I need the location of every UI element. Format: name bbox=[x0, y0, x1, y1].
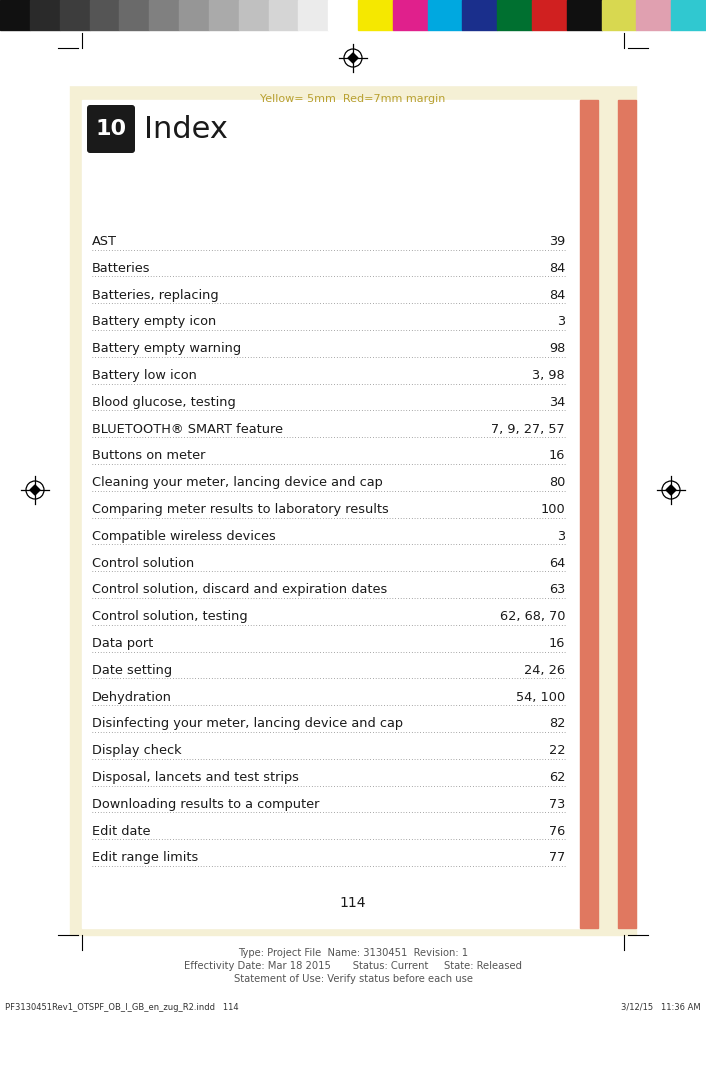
Bar bbox=[70, 84, 636, 935]
Bar bbox=[268, 0, 299, 30]
Bar bbox=[532, 0, 567, 30]
Bar bbox=[358, 0, 393, 30]
Text: 100: 100 bbox=[540, 503, 565, 516]
Text: Effectivity Date: Mar 18 2015       Status: Current     State: Released: Effectivity Date: Mar 18 2015 Status: Cu… bbox=[184, 961, 522, 971]
Text: 77: 77 bbox=[549, 851, 565, 864]
Text: 54, 100: 54, 100 bbox=[516, 690, 565, 704]
Text: 62: 62 bbox=[549, 771, 565, 784]
Text: Downloading results to a computer: Downloading results to a computer bbox=[92, 798, 319, 811]
Bar bbox=[602, 0, 636, 30]
Bar bbox=[671, 0, 706, 30]
Text: AST: AST bbox=[92, 235, 117, 248]
Text: 62, 68, 70: 62, 68, 70 bbox=[500, 611, 565, 623]
Text: 84: 84 bbox=[549, 262, 565, 275]
Text: Index: Index bbox=[144, 115, 228, 143]
Text: Edit date: Edit date bbox=[92, 825, 150, 837]
Bar bbox=[428, 0, 462, 30]
Bar bbox=[636, 0, 671, 30]
Bar bbox=[119, 0, 149, 30]
Text: BLUETOOTH® SMART feature: BLUETOOTH® SMART feature bbox=[92, 422, 283, 435]
Bar bbox=[462, 0, 497, 30]
Bar bbox=[0, 30, 706, 85]
Bar bbox=[299, 0, 328, 30]
Text: 63: 63 bbox=[549, 584, 565, 597]
Bar bbox=[82, 100, 580, 928]
Bar bbox=[328, 0, 358, 30]
Text: Batteries: Batteries bbox=[92, 262, 150, 275]
Text: 16: 16 bbox=[549, 449, 565, 462]
Text: Battery low icon: Battery low icon bbox=[92, 369, 197, 382]
Text: 3, 98: 3, 98 bbox=[532, 369, 565, 382]
Text: 39: 39 bbox=[549, 235, 565, 248]
Bar bbox=[567, 0, 602, 30]
Bar bbox=[618, 100, 636, 928]
Bar bbox=[30, 0, 60, 30]
Text: 34: 34 bbox=[549, 396, 565, 408]
Text: 3: 3 bbox=[557, 315, 565, 328]
Text: 80: 80 bbox=[549, 476, 565, 489]
Text: 114: 114 bbox=[340, 895, 366, 911]
Text: Battery empty icon: Battery empty icon bbox=[92, 315, 216, 328]
Text: Blood glucose, testing: Blood glucose, testing bbox=[92, 396, 236, 408]
Text: 24, 26: 24, 26 bbox=[524, 663, 565, 677]
Text: PF3130451Rev1_OTSPF_OB_I_GB_en_zug_R2.indd   114: PF3130451Rev1_OTSPF_OB_I_GB_en_zug_R2.in… bbox=[5, 1003, 239, 1012]
Bar bbox=[90, 0, 119, 30]
Bar bbox=[0, 0, 30, 30]
Text: Data port: Data port bbox=[92, 637, 153, 650]
Text: Battery empty warning: Battery empty warning bbox=[92, 342, 241, 355]
Text: Disinfecting your meter, lancing device and cap: Disinfecting your meter, lancing device … bbox=[92, 717, 403, 730]
Text: 73: 73 bbox=[549, 798, 565, 811]
Text: 76: 76 bbox=[549, 825, 565, 837]
Text: Edit range limits: Edit range limits bbox=[92, 851, 198, 864]
Text: Type: Project File  Name: 3130451  Revision: 1: Type: Project File Name: 3130451 Revisio… bbox=[238, 948, 468, 958]
Text: 3: 3 bbox=[557, 530, 565, 543]
Text: Yellow= 5mm  Red=7mm margin: Yellow= 5mm Red=7mm margin bbox=[261, 94, 445, 104]
Bar bbox=[60, 0, 90, 30]
Text: 84: 84 bbox=[549, 288, 565, 302]
Text: 98: 98 bbox=[549, 342, 565, 355]
Polygon shape bbox=[348, 53, 358, 63]
Text: Display check: Display check bbox=[92, 744, 181, 757]
Text: Control solution, testing: Control solution, testing bbox=[92, 611, 248, 623]
Text: Cleaning your meter, lancing device and cap: Cleaning your meter, lancing device and … bbox=[92, 476, 383, 489]
Text: 64: 64 bbox=[549, 557, 565, 570]
Bar bbox=[209, 0, 239, 30]
Text: Dehydration: Dehydration bbox=[92, 690, 172, 704]
Text: Buttons on meter: Buttons on meter bbox=[92, 449, 205, 462]
Text: 16: 16 bbox=[549, 637, 565, 650]
Text: Control solution, discard and expiration dates: Control solution, discard and expiration… bbox=[92, 584, 388, 597]
Text: 82: 82 bbox=[549, 717, 565, 730]
Bar bbox=[580, 100, 598, 928]
Bar bbox=[179, 0, 209, 30]
Text: Control solution: Control solution bbox=[92, 557, 194, 570]
Polygon shape bbox=[30, 485, 40, 494]
Text: Disposal, lancets and test strips: Disposal, lancets and test strips bbox=[92, 771, 299, 784]
Bar bbox=[239, 0, 268, 30]
Bar bbox=[149, 0, 179, 30]
Bar bbox=[497, 0, 532, 30]
Text: 3/12/15   11:36 AM: 3/12/15 11:36 AM bbox=[621, 1003, 701, 1012]
Polygon shape bbox=[666, 485, 676, 494]
Text: 10: 10 bbox=[95, 119, 126, 139]
Text: 7, 9, 27, 57: 7, 9, 27, 57 bbox=[491, 422, 565, 435]
Text: Statement of Use: Verify status before each use: Statement of Use: Verify status before e… bbox=[234, 974, 472, 984]
Bar bbox=[393, 0, 428, 30]
Text: Batteries, replacing: Batteries, replacing bbox=[92, 288, 219, 302]
Text: Comparing meter results to laboratory results: Comparing meter results to laboratory re… bbox=[92, 503, 389, 516]
Text: Date setting: Date setting bbox=[92, 663, 172, 677]
Text: Compatible wireless devices: Compatible wireless devices bbox=[92, 530, 276, 543]
FancyBboxPatch shape bbox=[87, 105, 135, 153]
Text: 22: 22 bbox=[549, 744, 565, 757]
